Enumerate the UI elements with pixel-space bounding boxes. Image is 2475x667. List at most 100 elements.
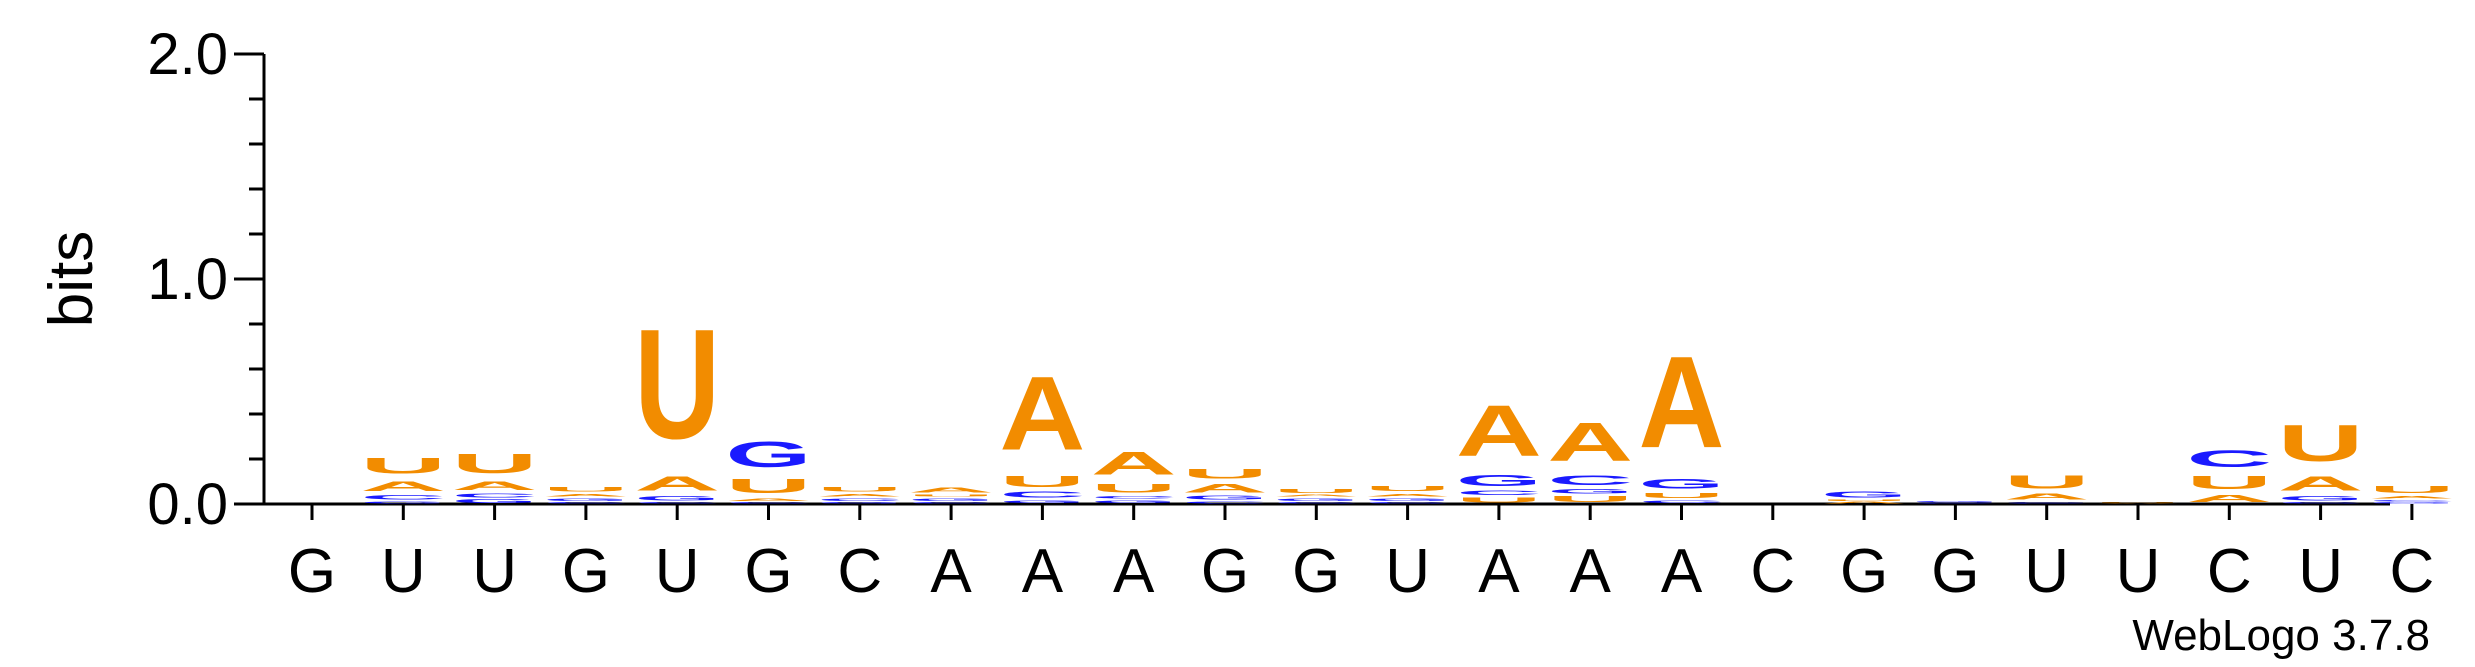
- logo-letter-u: U: [908, 494, 994, 497]
- logo-letter-c: C: [2369, 499, 2455, 501]
- logo-letter-a: A: [2095, 503, 2181, 504]
- x-tick-label: A: [1022, 537, 1064, 606]
- x-tick-label: G: [1292, 537, 1340, 606]
- logo-letter-u: U: [817, 486, 903, 493]
- y-tick-label: 0.0: [147, 472, 228, 537]
- logo-letter-c: C: [2004, 503, 2090, 504]
- x-tick-label: A: [1478, 537, 1520, 606]
- logo-letter-g: G: [817, 502, 903, 504]
- logo-letter-a: A: [1639, 330, 1725, 475]
- logo-letter-a: A: [1091, 446, 1177, 482]
- logo-letter-a: A: [2004, 492, 2090, 501]
- x-tick-label: C: [1750, 537, 1795, 606]
- x-tick-label: C: [837, 537, 882, 606]
- logo-letter-g: G: [360, 501, 446, 504]
- logo-letter-u: U: [999, 473, 1085, 491]
- logo-letter-a: A: [2369, 495, 2455, 499]
- logo-letter-g: G: [1273, 497, 1359, 502]
- logo-letter-c: C: [2186, 446, 2272, 473]
- logo-letter-g: G: [1365, 497, 1451, 502]
- logo-letter-c: C: [1091, 495, 1177, 499]
- logo-letter-u: U: [1182, 466, 1268, 482]
- logo-letter-c: C: [543, 502, 629, 504]
- logo-letter-g: G: [2369, 502, 2455, 504]
- x-tick-label: U: [2116, 537, 2161, 606]
- x-tick-label: U: [2298, 537, 2343, 606]
- x-tick-label: A: [1570, 537, 1612, 606]
- logo-letter-g: G: [1182, 495, 1268, 501]
- logo-letter-a: A: [2186, 493, 2272, 504]
- logo-letter-u: U: [360, 453, 446, 478]
- logo-letter-u: U: [1273, 488, 1359, 494]
- y-axis: 0.0 1.0 2.0 bits: [37, 22, 266, 537]
- y-tick-label: 2.0: [147, 22, 228, 87]
- logo-letter-u: U: [1547, 495, 1633, 504]
- logo-letter-g: G: [1456, 471, 1542, 489]
- x-tick-label: U: [2024, 537, 2069, 606]
- x-tick-label: A: [1661, 537, 1703, 606]
- logo-letter-g: G: [1639, 476, 1725, 492]
- x-tick-label: G: [288, 537, 336, 606]
- logo-letter-u: U: [1456, 496, 1542, 504]
- x-tick-label: A: [1113, 537, 1155, 606]
- logo-letter-c: C: [1912, 503, 1998, 504]
- logo-letter-g: G: [1547, 488, 1633, 495]
- x-tick-label: U: [1385, 537, 1430, 606]
- logo-letter-c: C: [908, 502, 994, 504]
- x-tick-label: A: [930, 537, 972, 606]
- logo-letter-a: A: [543, 493, 629, 497]
- logo-letter-a: A: [1273, 494, 1359, 497]
- logo-letter-u: U: [2369, 484, 2455, 495]
- logo-letter-c: C: [452, 493, 538, 499]
- logo-letter-g: G: [1912, 501, 1998, 503]
- logo-letter-u: U: [1091, 481, 1177, 495]
- logo-letter-c: C: [1365, 502, 1451, 504]
- y-axis-label: bits: [37, 231, 106, 327]
- x-tick-label: U: [381, 537, 426, 606]
- logo-letter-g: G: [1091, 499, 1177, 504]
- logo-letter-g: G: [452, 498, 538, 504]
- logo-letter-u: U: [726, 475, 812, 497]
- logo-letter-c: C: [1273, 502, 1359, 504]
- x-tick-label: C: [2390, 537, 2435, 606]
- logo-letter-c: C: [1639, 499, 1725, 503]
- logo-stacks: GCAUGCAUCGAUCGAUCAUGGCAUCGUAGCUAGCUACGAU…: [360, 297, 2455, 504]
- logo-letter-c: C: [1182, 501, 1268, 504]
- logo-letter-a: A: [908, 486, 994, 494]
- x-tick-label: G: [562, 537, 610, 606]
- logo-letter-u: U: [2004, 472, 2090, 492]
- logo-letter-u: U: [2278, 414, 2364, 472]
- logo-letter-c: C: [1547, 472, 1633, 488]
- logo-letter-c: C: [2278, 502, 2364, 504]
- x-tick-label: C: [2207, 537, 2252, 606]
- logo-letter-g: G: [2004, 501, 2090, 502]
- logo-letter-a: A: [452, 479, 538, 493]
- x-tick-label: U: [655, 537, 700, 606]
- logo-letter-g: G: [634, 495, 720, 502]
- y-tick-label: 1.0: [147, 247, 228, 312]
- logo-letter-u: U: [543, 486, 629, 493]
- logo-letter-a: A: [1456, 390, 1542, 471]
- logo-letter-g: G: [999, 499, 1085, 504]
- logo-letter-a: A: [634, 473, 720, 495]
- logo-letter-g: G: [908, 497, 994, 502]
- logo-letter-u: U: [2095, 501, 2181, 502]
- logo-letter-c: C: [726, 502, 812, 504]
- logo-letter-a: A: [726, 497, 812, 501]
- logo-letter-c: C: [360, 494, 446, 501]
- x-tick-label: G: [1931, 537, 1979, 606]
- logo-letter-a: A: [1547, 411, 1633, 472]
- logo-letter-c: C: [1456, 489, 1542, 496]
- logo-letter-a: A: [2278, 473, 2364, 495]
- logo-letter-c: C: [634, 502, 720, 504]
- logo-letter-u: U: [1821, 499, 1907, 501]
- x-tick-label: G: [1840, 537, 1888, 606]
- logo-letter-g: G: [726, 435, 812, 475]
- logo-letter-a: A: [817, 493, 903, 497]
- logo-letter-a: A: [1365, 493, 1451, 497]
- x-tick-label: G: [1201, 537, 1249, 606]
- logo-letter-c: C: [817, 497, 903, 501]
- logo-letter-u: U: [634, 297, 720, 472]
